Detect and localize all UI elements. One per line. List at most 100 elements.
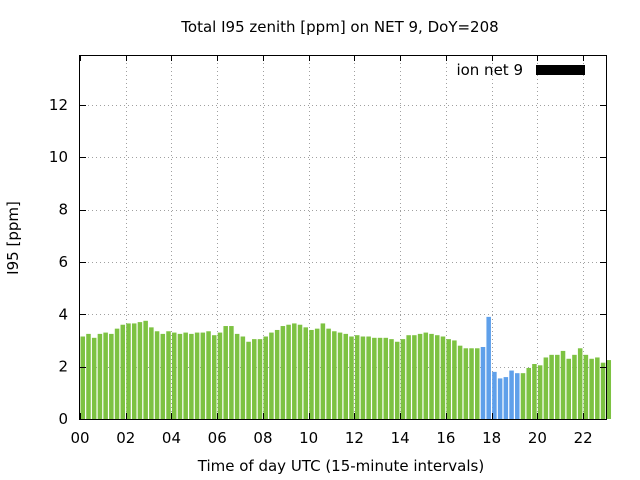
bar [217,332,223,419]
bar [509,370,514,419]
bar [229,326,234,419]
y-tick-label: 8 [58,201,68,219]
bar [143,320,148,419]
bar [549,354,554,419]
bar [297,324,303,419]
bar [520,373,526,419]
x-tick-label: 10 [299,429,318,447]
bar [343,333,349,419]
y-tick-label: 4 [58,305,68,323]
bar [600,362,606,419]
bar [457,345,463,419]
bar [543,357,549,419]
bar [354,335,360,419]
bar [309,329,314,419]
x-tick-label: 18 [482,429,501,447]
y-tick-label: 6 [58,253,68,271]
bar [137,322,143,419]
bar [515,373,520,419]
bar [246,341,251,419]
bar [434,335,440,419]
bar [377,337,383,419]
bar [194,332,200,419]
bar [234,333,240,419]
bar [537,365,543,419]
bar [589,358,594,419]
bar [606,360,612,419]
bar [200,332,206,419]
bar [583,354,589,419]
bar [475,348,480,419]
x-tick-label: 00 [70,429,89,447]
bar [91,337,97,419]
legend-label: ion net 9 [456,61,523,79]
bar [160,333,166,419]
bar [131,323,137,419]
bar [560,350,566,419]
plot-frame [79,55,607,420]
bar [280,326,286,419]
bar [400,339,406,419]
x-tick-label: 12 [345,429,364,447]
bar [326,328,331,419]
y-tick-label: 12 [49,96,68,114]
bar [389,339,394,419]
legend: ion net 9 [456,61,585,79]
x-tick-label: 08 [253,429,272,447]
bar [497,378,503,419]
bar-series [80,316,612,419]
bar [183,332,188,419]
x-tick-label: 16 [436,429,455,447]
bar [366,336,371,419]
x-tick-label: 02 [116,429,135,447]
bar [566,358,571,419]
y-tick-labels: 0 2 4 6 8 10 12 [49,96,68,428]
bar [240,336,246,419]
bar [314,328,320,419]
bar [177,333,183,419]
x-tick-label: 22 [574,429,593,447]
x-tick-label: 04 [162,429,181,447]
bar [189,333,194,419]
bar [171,332,177,419]
bar [126,323,131,419]
bar [114,328,120,419]
bar [492,371,497,419]
bar [412,335,417,419]
bar [360,336,366,419]
chart-title: Total I95 zenith [ppm] on NET 9, DoY=208 [180,18,498,36]
bar [555,354,560,419]
bar [503,377,509,419]
y-axis-label: I95 [ppm] [4,201,22,275]
legend-swatch [536,65,585,75]
bar [263,336,268,419]
bar [417,333,423,419]
bar [469,348,474,419]
bar [383,337,389,419]
x-tick-label: 06 [208,429,227,447]
bar [452,340,457,419]
bar [286,324,291,419]
bar [446,339,451,419]
bar [303,327,308,419]
bar [257,339,263,419]
bar [372,337,377,419]
bar [292,323,297,419]
bar [120,324,126,419]
bar [166,331,171,419]
bar [320,323,326,419]
bar [80,336,86,419]
bar [86,333,91,419]
bar [269,332,274,419]
x-tick-label: 14 [391,429,410,447]
bar [97,333,103,419]
bar [595,357,600,419]
y-tick-label: 10 [49,148,68,166]
bar [480,346,486,419]
x-tick-labels: 00 02 04 06 08 10 12 14 16 18 20 22 [70,429,592,447]
bar [252,339,257,419]
x-tick-label: 20 [528,429,547,447]
bar [526,367,531,419]
axis-ticks [80,55,606,420]
bar [423,332,429,419]
